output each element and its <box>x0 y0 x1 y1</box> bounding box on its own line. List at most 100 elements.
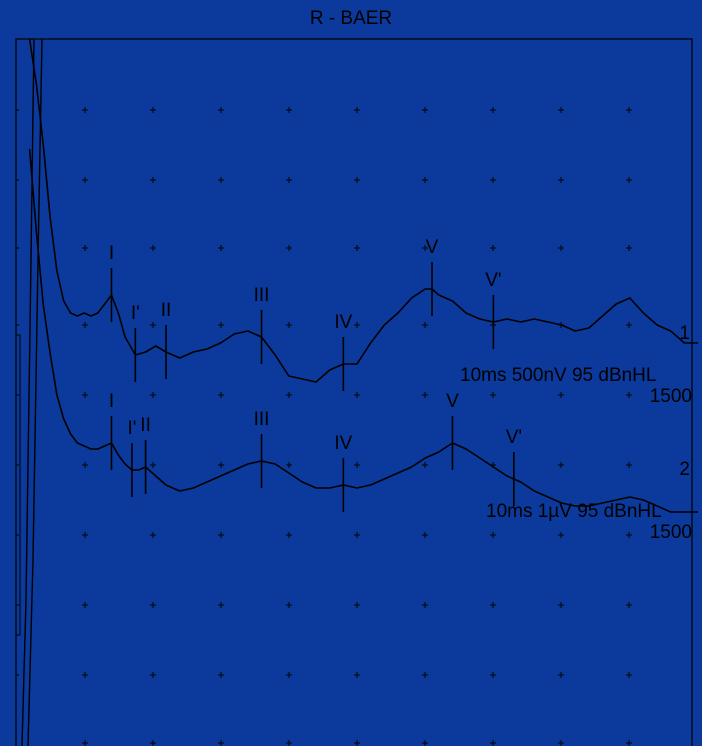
channel-settings-label: 10ms 500nV 95 dBnHL <box>460 365 656 386</box>
grid-mark <box>422 740 428 746</box>
grid-mark <box>82 322 88 328</box>
peak-label: I' <box>127 418 136 439</box>
grid-mark <box>286 462 292 468</box>
chart-title: R - BAER <box>309 8 393 29</box>
channel-marker <box>15 334 21 636</box>
grid-mark <box>150 740 156 746</box>
grid-mark <box>354 602 360 608</box>
grid-mark <box>286 532 292 538</box>
grid-mark <box>82 392 88 398</box>
grid-mark <box>286 392 292 398</box>
grid-mark <box>490 532 496 538</box>
grid-mark <box>354 672 360 678</box>
stimulus-artifact <box>27 38 43 746</box>
peak-label: V' <box>506 427 522 448</box>
grid-mark <box>354 107 360 113</box>
grid-mark <box>422 177 428 183</box>
grid-mark <box>82 602 88 608</box>
grid-mark <box>82 245 88 251</box>
peak-label: III <box>254 409 270 430</box>
grid-mark <box>422 322 428 328</box>
channel-number: 2 <box>679 459 690 480</box>
grid-mark <box>626 672 632 678</box>
channel-settings-label: 10ms 1µV 95 dBnHL <box>486 501 662 522</box>
peak-label: I <box>109 391 114 412</box>
grid-mark <box>286 107 292 113</box>
average-count: 1500 <box>650 522 692 543</box>
grid-mark <box>422 532 428 538</box>
grid-mark <box>354 532 360 538</box>
average-count: 1500 <box>650 386 692 407</box>
grid-mark <box>218 532 224 538</box>
grid-mark <box>626 245 632 251</box>
peak-label: II <box>140 415 151 436</box>
grid-mark <box>218 602 224 608</box>
grid-mark <box>150 672 156 678</box>
grid-mark <box>490 672 496 678</box>
grid-mark <box>626 107 632 113</box>
grid-mark <box>82 107 88 113</box>
grid-mark <box>558 602 564 608</box>
grid-mark <box>354 462 360 468</box>
grid-mark <box>286 322 292 328</box>
grid-mark <box>82 177 88 183</box>
grid-mark <box>218 322 224 328</box>
grid-mark <box>626 462 632 468</box>
grid-mark <box>490 245 496 251</box>
grid-mark <box>422 392 428 398</box>
trace-1 <box>28 38 698 383</box>
grid-mark <box>82 462 88 468</box>
grid-mark <box>490 602 496 608</box>
grid-mark <box>354 322 360 328</box>
grid-mark <box>422 672 428 678</box>
grid-mark <box>354 740 360 746</box>
peak-label: V <box>446 391 459 412</box>
peak-label: IV <box>334 433 352 454</box>
grid-mark <box>354 392 360 398</box>
grid-mark <box>286 177 292 183</box>
grid-mark <box>286 672 292 678</box>
stimulus-artifact <box>21 38 35 746</box>
grid-mark <box>422 107 428 113</box>
grid-mark <box>286 245 292 251</box>
grid-mark <box>626 392 632 398</box>
peak-label: II <box>161 300 172 321</box>
grid-mark <box>218 392 224 398</box>
grid-mark <box>82 532 88 538</box>
grid-mark <box>558 532 564 538</box>
grid-mark <box>558 672 564 678</box>
grid-mark <box>490 392 496 398</box>
grid-mark <box>286 602 292 608</box>
grid-mark <box>218 177 224 183</box>
peak-label: V <box>426 237 439 258</box>
grid-mark <box>218 740 224 746</box>
peak-label: III <box>254 285 270 306</box>
grid-mark <box>558 107 564 113</box>
grid-mark <box>82 740 88 746</box>
grid-mark <box>490 107 496 113</box>
peak-label: I <box>109 243 114 264</box>
grid-mark <box>490 740 496 746</box>
grid-mark <box>150 392 156 398</box>
peak-label: V' <box>485 270 501 291</box>
grid-mark <box>626 322 632 328</box>
grid-mark <box>150 245 156 251</box>
grid-mark <box>150 177 156 183</box>
grid-mark <box>82 672 88 678</box>
grid-mark <box>422 602 428 608</box>
grid-mark <box>626 602 632 608</box>
grid-mark <box>150 107 156 113</box>
trace-2 <box>28 148 698 513</box>
grid-mark <box>150 602 156 608</box>
grid-mark <box>150 462 156 468</box>
grid-mark <box>150 532 156 538</box>
peak-label: IV <box>334 312 352 333</box>
grid-mark <box>626 177 632 183</box>
grid-mark <box>218 245 224 251</box>
grid-mark <box>218 672 224 678</box>
grid-mark <box>354 245 360 251</box>
grid-mark <box>422 245 428 251</box>
grid-mark <box>558 462 564 468</box>
grid-mark <box>558 245 564 251</box>
